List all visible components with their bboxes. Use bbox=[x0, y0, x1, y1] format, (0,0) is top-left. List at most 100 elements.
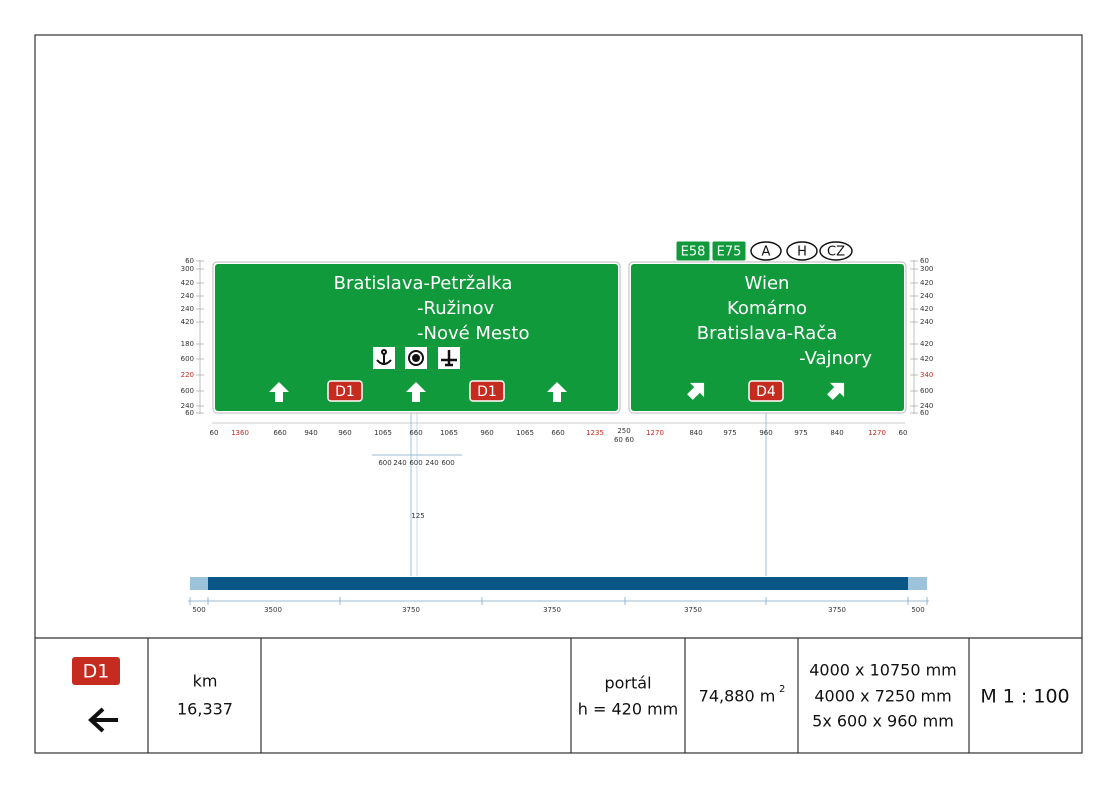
dim-label: 420 bbox=[920, 279, 933, 287]
lane-arrow bbox=[406, 382, 426, 402]
dim-label: 940 bbox=[304, 429, 317, 437]
dim-label: 420 bbox=[920, 355, 933, 363]
dim-label: 1270 bbox=[868, 429, 886, 437]
dim-label: 600 bbox=[181, 387, 194, 395]
lane-arrow bbox=[547, 382, 567, 402]
dim-label: 1065 bbox=[374, 429, 392, 437]
route-badge bbox=[72, 657, 120, 685]
badge bbox=[675, 240, 711, 262]
portal-label: portál bbox=[604, 674, 651, 693]
sign-size: 4000 x 10750 mm bbox=[809, 661, 957, 680]
dim-label: 600 bbox=[409, 459, 422, 467]
badge bbox=[786, 241, 818, 261]
symbol-icons bbox=[376, 349, 457, 367]
dim-label: 660 bbox=[409, 429, 422, 437]
badge-label: A bbox=[762, 245, 771, 260]
dim-label: 420 bbox=[181, 318, 194, 326]
route-number: D1 bbox=[83, 661, 110, 683]
destination: -Nové Mesto bbox=[417, 323, 529, 344]
dim-label: 60 bbox=[920, 257, 929, 265]
dim-label: 420 bbox=[920, 340, 933, 348]
dim-label: 60 bbox=[210, 429, 219, 437]
dim-label: 840 bbox=[830, 429, 843, 437]
lane-arrow bbox=[269, 382, 289, 402]
badge-label: E58 bbox=[681, 245, 706, 260]
table-columns bbox=[147, 638, 970, 753]
route-number: D1 bbox=[477, 384, 497, 400]
dim-label: 60 60 bbox=[614, 436, 634, 444]
dim-label: 240 bbox=[920, 318, 933, 326]
sign-size: 5x 600 x 960 mm bbox=[812, 712, 954, 731]
dim-label: 220 bbox=[181, 371, 194, 379]
area-exponent: 2 bbox=[779, 684, 785, 695]
dim-label: 500 bbox=[911, 606, 924, 614]
destination: -Ružinov bbox=[417, 298, 494, 319]
dim-label: 3750 bbox=[828, 606, 846, 614]
destination: Wien bbox=[745, 273, 790, 294]
lane-arrow bbox=[827, 382, 845, 400]
dim-label: 3500 bbox=[264, 606, 282, 614]
sign-size: 4000 x 7250 mm bbox=[814, 687, 951, 706]
km-label: km bbox=[193, 672, 218, 691]
dim-label: 600 bbox=[378, 459, 391, 467]
dim-label: 240 bbox=[425, 459, 438, 467]
dim-label: 975 bbox=[723, 429, 736, 437]
destination: Bratislava-Petržalka bbox=[334, 273, 513, 294]
dim-label: 250 bbox=[617, 427, 630, 435]
destination: -Vajnory bbox=[799, 348, 872, 369]
badge bbox=[819, 241, 853, 261]
dim-label: 60 bbox=[185, 409, 194, 417]
dim-label: 1360 bbox=[231, 429, 249, 437]
route-number: D4 bbox=[756, 384, 776, 400]
dim-label: 1270 bbox=[646, 429, 664, 437]
portal-height: h = 420 mm bbox=[578, 700, 679, 719]
destination: Komárno bbox=[727, 298, 807, 319]
dim-label: 3750 bbox=[684, 606, 702, 614]
badge-label: E75 bbox=[717, 245, 742, 260]
badge-label: H bbox=[797, 245, 807, 260]
dim-label: 340 bbox=[920, 371, 933, 379]
dim-label: 300 bbox=[920, 265, 933, 273]
route-number: D1 bbox=[335, 384, 355, 400]
dim-label: 60 bbox=[920, 409, 929, 417]
badge-label: CZ bbox=[827, 245, 845, 260]
dim-label: 240 bbox=[393, 459, 406, 467]
dim-label: 240 bbox=[920, 292, 933, 300]
destination: Bratislava-Rača bbox=[697, 323, 838, 344]
lane-arrow bbox=[687, 382, 705, 400]
dim-label: 975 bbox=[794, 429, 807, 437]
route-badge bbox=[748, 380, 784, 402]
dim-label: 240 bbox=[181, 402, 194, 410]
dim-label: 240 bbox=[920, 402, 933, 410]
dim-label: 125 bbox=[411, 512, 424, 520]
dim-label: 660 bbox=[551, 429, 564, 437]
route-badge bbox=[469, 380, 505, 402]
dim-label: 500 bbox=[192, 606, 205, 614]
dim-label: 60 bbox=[185, 257, 194, 265]
dim-label: 660 bbox=[273, 429, 286, 437]
dim-label: 60 bbox=[899, 429, 908, 437]
dim-label: 960 bbox=[338, 429, 351, 437]
dim-label: 420 bbox=[181, 279, 194, 287]
dim-label: 1065 bbox=[440, 429, 458, 437]
dim-label: 420 bbox=[920, 305, 933, 313]
dim-label: 960 bbox=[759, 429, 772, 437]
area: 74,880 m bbox=[699, 687, 776, 706]
dim-label: 300 bbox=[181, 265, 194, 273]
dim-label: 240 bbox=[181, 292, 194, 300]
dim-label: 240 bbox=[181, 305, 194, 313]
direction-arrow bbox=[88, 707, 118, 733]
badge bbox=[750, 241, 782, 261]
dim-label: 180 bbox=[181, 340, 194, 348]
dim-label: 1065 bbox=[516, 429, 534, 437]
dim-label: 840 bbox=[689, 429, 702, 437]
dim-label: 960 bbox=[480, 429, 493, 437]
dim-label: 600 bbox=[920, 387, 933, 395]
dim-label: 1235 bbox=[586, 429, 604, 437]
frame bbox=[34, 34, 1083, 754]
route-badge bbox=[327, 380, 363, 402]
badge bbox=[711, 240, 747, 262]
dim-label: 600 bbox=[181, 355, 194, 363]
km-value: 16,337 bbox=[177, 700, 233, 719]
